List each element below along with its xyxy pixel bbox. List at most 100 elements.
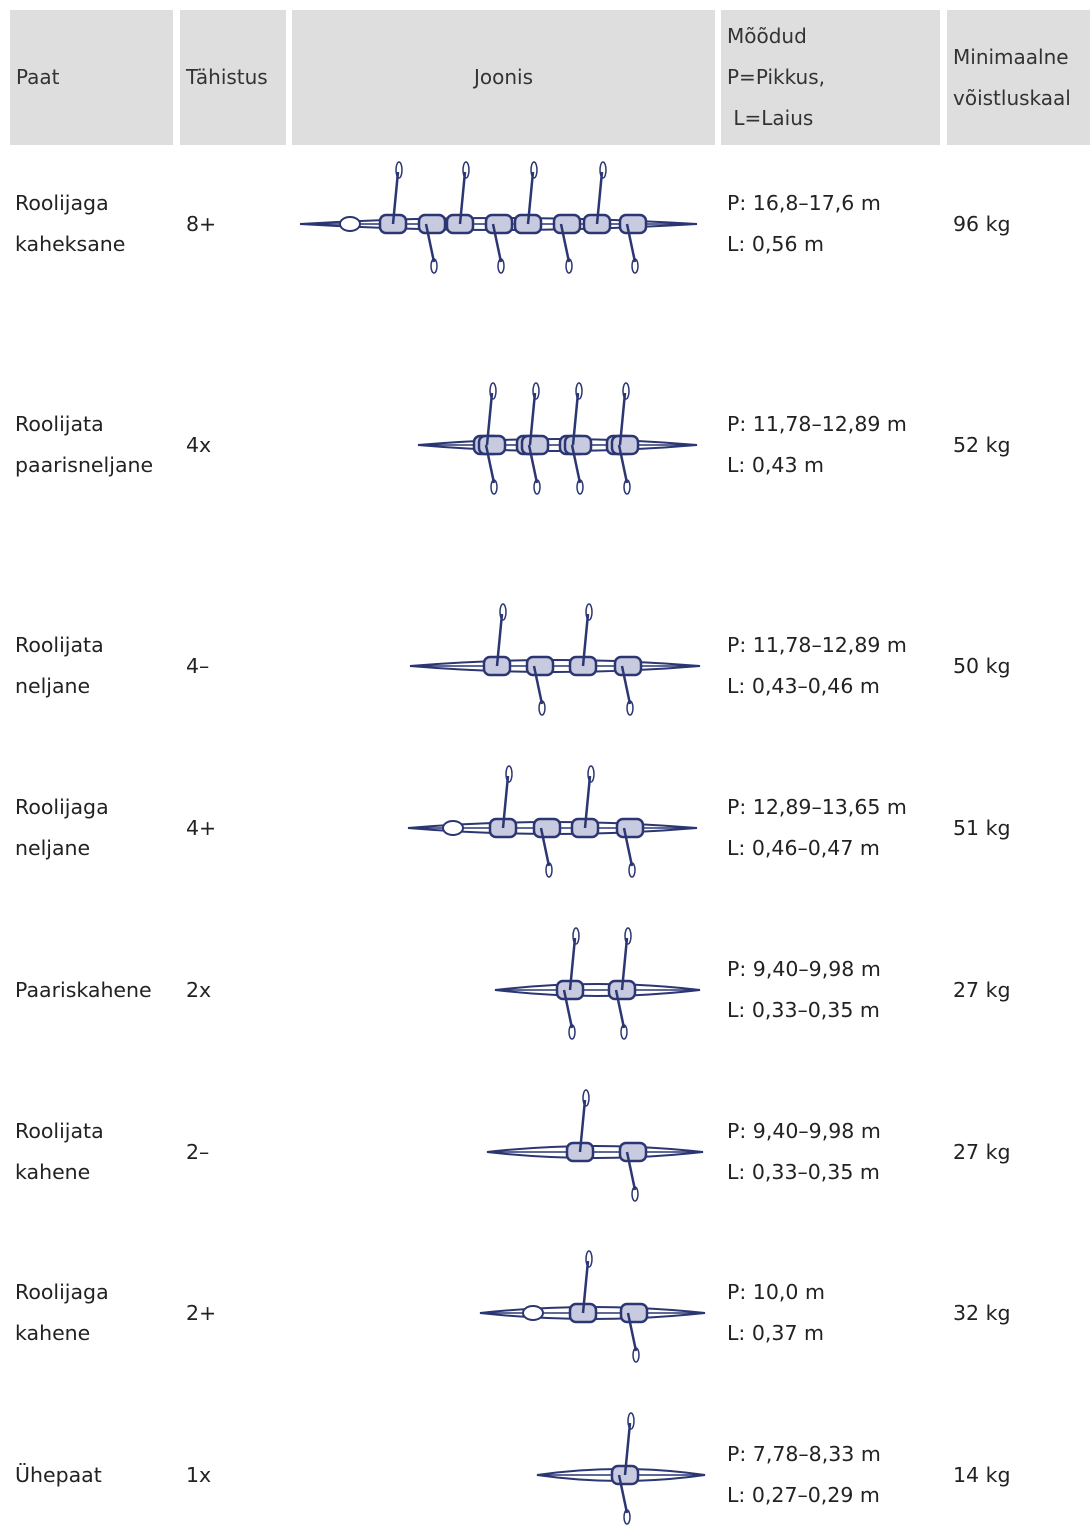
drawing-part (506, 766, 512, 782)
cell-text: P: 11,78–12,89 m (727, 625, 942, 666)
drawing-part (479, 436, 505, 454)
boat-weight: 27 kg (953, 930, 1090, 1050)
drawing-part (623, 383, 629, 399)
drawing-part (620, 1143, 646, 1161)
boat-code: 2x (186, 930, 286, 1050)
cell-text: P: 12,89–13,65 m (727, 787, 942, 828)
cell-text: Roolijaga (15, 787, 180, 828)
drawing-part (490, 383, 496, 399)
cell-text: Paat (16, 57, 173, 98)
boat-dims: P: 7,78–8,33 mL: 0,27–0,29 m (727, 1415, 942, 1535)
drawing-part (443, 821, 463, 835)
boat-dims: P: 12,89–13,65 mL: 0,46–0,47 m (727, 768, 942, 888)
boat-weight: 50 kg (953, 606, 1090, 726)
cell-text: Paariskahene (15, 970, 180, 1011)
cell-text: P: 9,40–9,98 m (727, 949, 942, 990)
cell-text: võistluskaal (953, 78, 1090, 119)
cell-text: neljane (15, 666, 180, 707)
cell-text: Minimaalne (953, 37, 1090, 78)
cell-text: P: 11,78–12,89 m (727, 404, 942, 445)
drawing-part (486, 215, 512, 233)
drawing-part (576, 383, 582, 399)
boat-name: Roolijagakaheksane (15, 164, 180, 284)
drawing-part (522, 436, 548, 454)
header-cell: Tähistus (180, 10, 286, 145)
boat-name: Roolijatakahene (15, 1092, 180, 1212)
drawing-part (621, 1304, 647, 1322)
cell-text: kahene (15, 1313, 180, 1354)
cell-text: Tähistus (186, 57, 286, 98)
drawing-part (396, 162, 402, 178)
drawing-part (340, 217, 360, 231)
cell-text: Roolijata (15, 404, 180, 445)
cell-text: Roolijata (15, 625, 180, 666)
drawing-part (463, 162, 469, 178)
boat-table: Paat Tähistus Joonis MõõdudP=Pikkus, L=Laiu… (0, 0, 1090, 1531)
cell-text: Ühepaat (15, 1455, 180, 1496)
boat-code: 2– (186, 1092, 286, 1212)
cell-text: neljane (15, 828, 180, 869)
boat-code: 2+ (186, 1253, 286, 1373)
drawing-part (583, 1090, 589, 1106)
boat-dims: P: 10,0 mL: 0,37 m (727, 1253, 942, 1373)
drawing-part (534, 819, 560, 837)
boat-weight: 52 kg (953, 385, 1090, 505)
boat-weight: 27 kg (953, 1092, 1090, 1212)
drawing-part (565, 436, 591, 454)
boat-code: 1x (186, 1415, 286, 1535)
drawing-part (527, 657, 553, 675)
boat-code: 4– (186, 606, 286, 726)
cell-text: kaheksane (15, 224, 180, 265)
drawing-part (600, 162, 606, 178)
cell-text: P: 9,40–9,98 m (727, 1111, 942, 1152)
boat-weight: 96 kg (953, 164, 1090, 284)
cell-text: L: 0,33–0,35 m (727, 1152, 942, 1193)
drawing-part (586, 604, 592, 620)
drawing-part (620, 215, 646, 233)
header-cell: Minimaalnevõistluskaal (947, 10, 1090, 145)
drawing-part (573, 928, 579, 944)
cell-text: Mõõdud (727, 16, 940, 57)
drawing-part (625, 928, 631, 944)
boat-weight: 51 kg (953, 768, 1090, 888)
cell-text: Roolijaga (15, 1272, 180, 1313)
boat-code: 8+ (186, 164, 286, 284)
cell-text: L: 0,37 m (727, 1313, 942, 1354)
drawing-part (612, 436, 638, 454)
boat-code: 4x (186, 385, 286, 505)
boat-name: Roolijataneljane (15, 606, 180, 726)
cell-text: Roolijaga (15, 183, 180, 224)
cell-text: L: 0,43 m (727, 445, 942, 486)
cell-text: L: 0,27–0,29 m (727, 1475, 942, 1516)
header-cell: Joonis (292, 10, 715, 145)
cell-text: P: 16,8–17,6 m (727, 183, 942, 224)
drawing-part (523, 1306, 543, 1320)
cell-text: L: 0,43–0,46 m (727, 666, 942, 707)
cell-text: L: 0,56 m (727, 224, 942, 265)
cell-text: Joonis (474, 57, 533, 98)
drawing-part (554, 215, 580, 233)
cell-text: P: 7,78–8,33 m (727, 1434, 942, 1475)
cell-text: Roolijata (15, 1111, 180, 1152)
drawing-part (617, 819, 643, 837)
boat-weight: 14 kg (953, 1415, 1090, 1535)
cell-text: P: 10,0 m (727, 1272, 942, 1313)
drawing-part (628, 1413, 634, 1429)
cell-text: L: 0,46–0,47 m (727, 828, 942, 869)
drawing-part (615, 657, 641, 675)
boat-weight: 32 kg (953, 1253, 1090, 1373)
header-cell: Paat (10, 10, 173, 145)
cell-text: L: 0,33–0,35 m (727, 990, 942, 1031)
cell-text: L=Laius (727, 98, 940, 139)
drawing-part (533, 383, 539, 399)
cell-text: P=Pikkus, (727, 57, 940, 98)
cell-text: kahene (15, 1152, 180, 1193)
